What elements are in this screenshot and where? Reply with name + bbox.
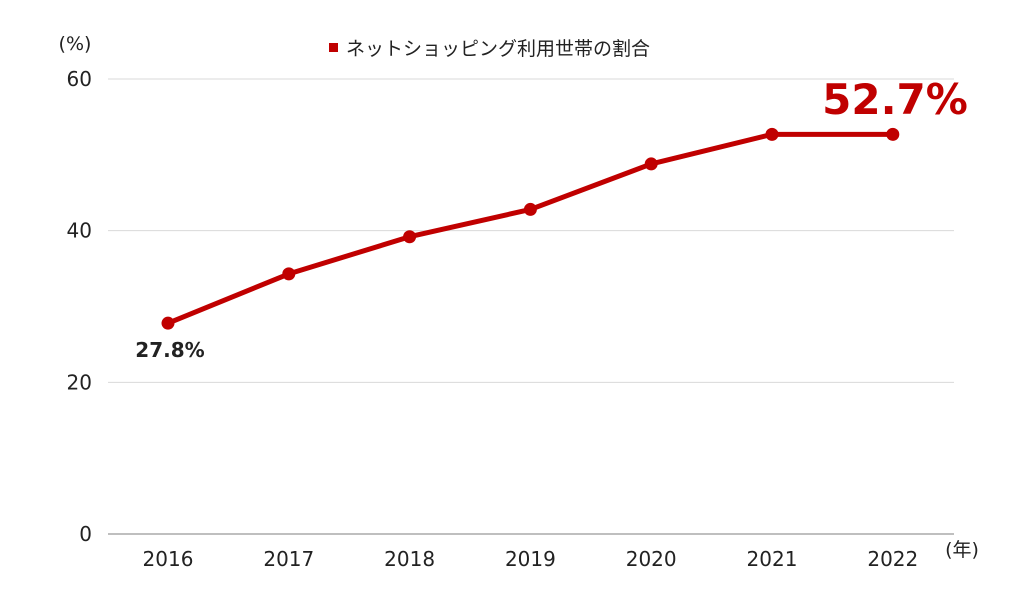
data-point-2016 [161,316,175,330]
data-point-2018 [403,230,417,244]
data-point-2022 [886,127,900,141]
y-tick-label: 60 [67,67,92,91]
x-tick-label: 2019 [505,547,556,571]
x-unit-label: (年) [945,539,979,561]
x-tick-label: 2016 [143,547,194,571]
data-point-2021 [765,127,779,141]
y-tick-label: 40 [67,219,92,243]
y-tick-labels: 0 20 40 60 [67,67,92,546]
legend: ネットショッピング利用世帯の割合 [329,38,650,60]
data-point-2017 [282,267,296,281]
x-tick-label: 2020 [626,547,677,571]
legend-swatch [329,43,338,52]
x-tick-label: 2018 [384,547,435,571]
y-unit-label: (%) [59,33,92,55]
x-tick-label: 2022 [867,547,918,571]
grid-lines [108,78,954,383]
series-line [165,131,896,326]
x-tick-label: 2021 [747,547,798,571]
data-point-2019 [523,202,537,216]
x-tick-label: 2017 [263,547,314,571]
last-value-label: 52.7% [822,75,968,124]
first-value-label: 27.8% [135,338,204,362]
legend-label: ネットショッピング利用世帯の割合 [346,38,650,60]
y-tick-label: 0 [79,522,92,546]
x-tick-labels: 2016 2017 2018 2019 2020 2021 2022 [143,547,919,571]
y-tick-label: 20 [67,370,92,394]
series-line-group [161,127,900,330]
data-point-2020 [644,157,658,171]
